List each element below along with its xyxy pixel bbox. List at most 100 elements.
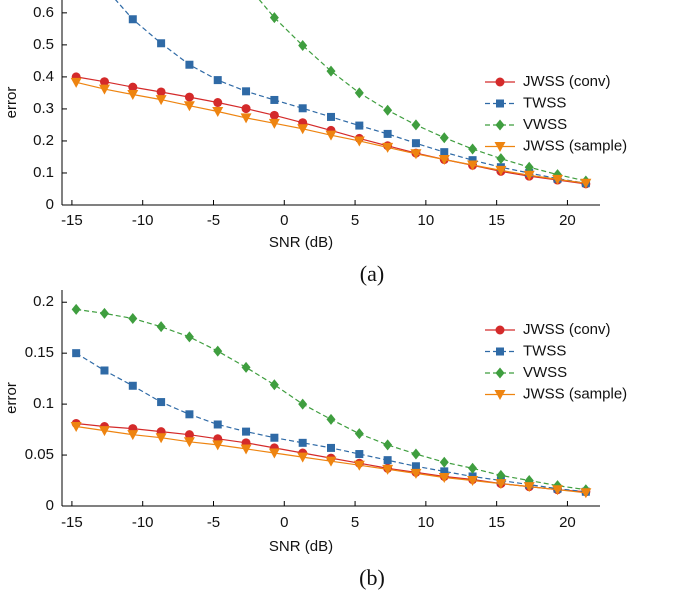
x-axis-label: SNR (dB) — [269, 234, 333, 251]
y-tick-label: 0 — [46, 196, 54, 213]
x-tick-label: -15 — [61, 212, 83, 229]
marker — [468, 462, 478, 474]
marker — [185, 410, 194, 419]
marker — [411, 462, 420, 471]
marker — [240, 444, 252, 455]
marker — [438, 472, 450, 483]
marker — [268, 448, 280, 459]
marker — [552, 485, 564, 496]
x-axis-label: SNR (dB) — [269, 538, 333, 555]
marker — [327, 112, 335, 121]
marker — [552, 174, 564, 185]
marker — [495, 479, 507, 490]
marker — [580, 178, 592, 189]
x-tick-label: 10 — [418, 212, 435, 229]
marker — [156, 87, 166, 97]
marker — [523, 170, 535, 181]
y-tick-label: 0.6 — [33, 4, 54, 21]
y-tick-label: 0.15 — [25, 344, 54, 361]
marker — [496, 347, 504, 356]
x-tick-label: 10 — [418, 514, 435, 531]
x-tick-label: 15 — [488, 212, 505, 229]
y-tick-label: 0.1 — [33, 395, 54, 412]
y-tick-label: 0 — [46, 497, 54, 514]
marker — [128, 82, 138, 92]
marker — [212, 440, 224, 451]
marker — [155, 95, 167, 106]
legend-label: JWSS (sample) — [523, 137, 627, 154]
legend-label: TWSS — [523, 342, 566, 359]
y-axis-label: error — [3, 382, 20, 414]
marker — [297, 452, 309, 463]
marker — [495, 77, 505, 87]
legend-label: JWSS (conv) — [523, 73, 611, 90]
marker — [438, 155, 450, 166]
marker — [468, 156, 477, 165]
marker — [327, 443, 335, 452]
marker — [580, 488, 592, 499]
x-tick-label: 0 — [280, 514, 288, 531]
marker — [411, 119, 421, 131]
marker — [495, 367, 505, 379]
marker — [383, 456, 392, 465]
marker — [242, 427, 251, 436]
marker — [496, 99, 504, 108]
y-tick-label: 0.5 — [33, 36, 54, 53]
marker — [495, 119, 505, 131]
marker — [355, 450, 364, 459]
marker — [241, 104, 251, 114]
plot-area — [70, 0, 592, 189]
y-tick-label: 0.4 — [33, 68, 54, 85]
marker — [128, 313, 138, 325]
marker — [411, 448, 421, 460]
x-tick-label: 5 — [351, 514, 359, 531]
marker — [354, 87, 364, 99]
marker — [326, 413, 336, 425]
marker — [270, 433, 279, 442]
marker — [157, 39, 166, 48]
marker — [183, 101, 195, 112]
marker — [495, 165, 507, 176]
x-tick-label: 5 — [351, 212, 359, 229]
marker — [242, 87, 251, 96]
marker — [326, 65, 336, 77]
marker — [354, 428, 364, 440]
marker — [383, 104, 393, 116]
marker — [155, 433, 167, 444]
marker — [70, 77, 82, 88]
marker — [298, 104, 307, 113]
marker — [240, 113, 252, 124]
marker — [98, 426, 110, 437]
marker — [496, 469, 506, 481]
marker — [383, 129, 392, 138]
marker — [156, 321, 166, 333]
marker — [411, 139, 420, 148]
marker — [269, 12, 279, 24]
marker — [410, 149, 422, 160]
marker — [496, 153, 506, 165]
marker — [213, 76, 222, 85]
marker — [127, 90, 139, 101]
marker — [467, 160, 479, 171]
marker — [157, 398, 166, 407]
marker — [382, 142, 394, 153]
marker — [100, 366, 109, 375]
marker — [467, 476, 479, 487]
caption: (a) — [360, 261, 384, 286]
legend-label: JWSS (conv) — [523, 321, 611, 338]
marker — [383, 439, 393, 451]
marker — [440, 148, 449, 157]
x-tick-label: -15 — [61, 514, 83, 531]
marker — [183, 437, 195, 448]
marker — [355, 121, 364, 130]
marker — [440, 467, 449, 476]
marker — [353, 136, 365, 147]
y-tick-label: 0.05 — [25, 446, 54, 463]
marker — [524, 161, 534, 173]
marker — [494, 390, 506, 400]
marker — [297, 124, 309, 135]
marker — [213, 98, 223, 108]
marker — [128, 15, 137, 24]
